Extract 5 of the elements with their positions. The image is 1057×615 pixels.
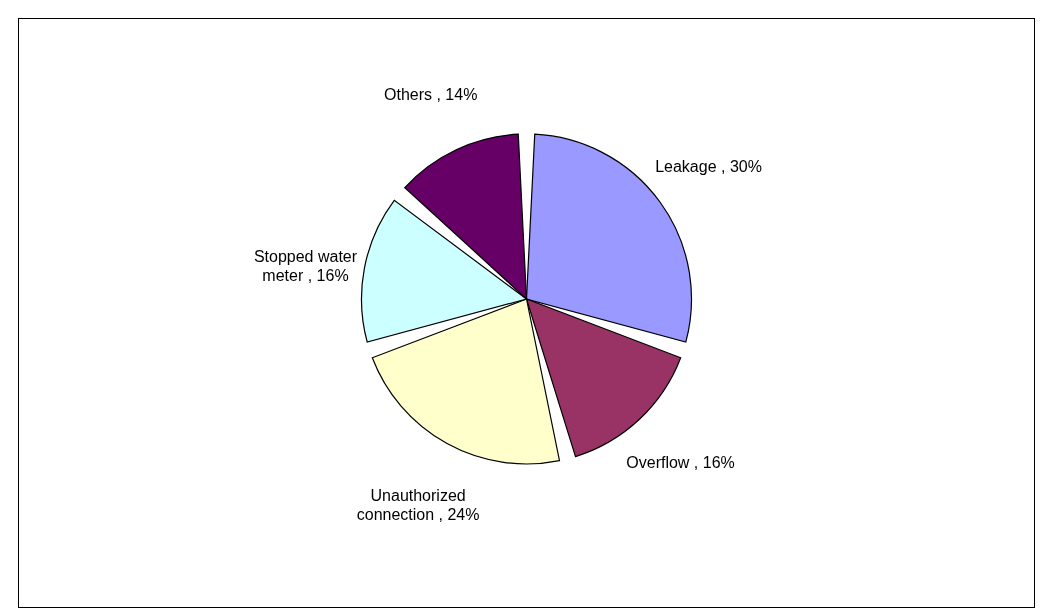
- slice-label: Leakage , 30%: [655, 157, 762, 175]
- slice-label: Stopped water meter , 16%: [253, 247, 358, 284]
- slice-label: Unauthorized connection , 24%: [356, 487, 480, 524]
- slice-label: Others , 14%: [384, 86, 478, 104]
- slice-label: Overflow , 16%: [626, 454, 735, 472]
